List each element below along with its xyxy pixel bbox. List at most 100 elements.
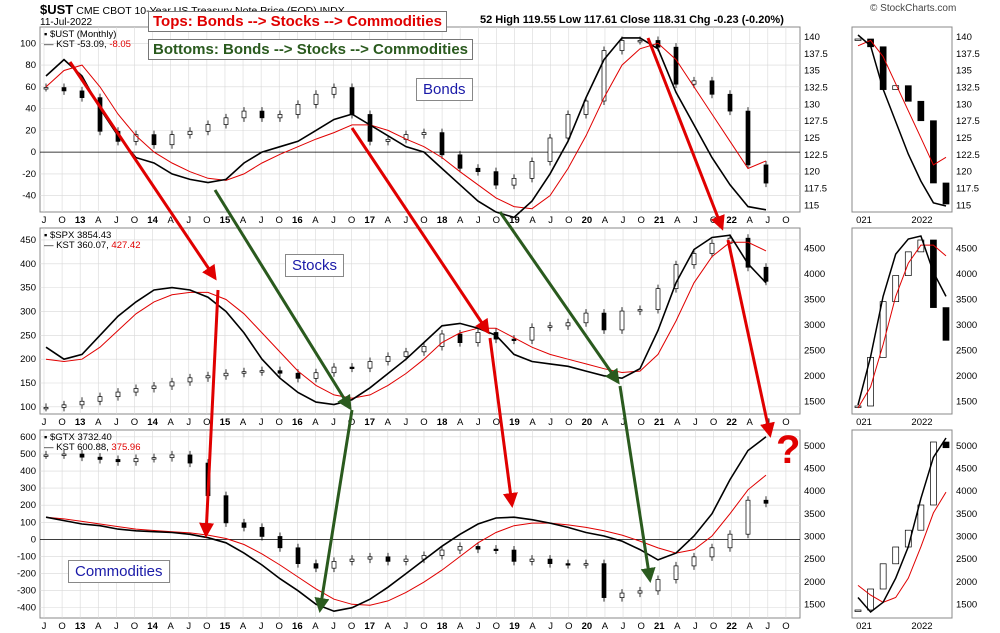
commodities-x-label: 22 — [726, 621, 737, 632]
stocks-side-price-tick: 1500 — [956, 396, 977, 407]
commodities-kst-tick: 100 — [20, 517, 36, 528]
stocks-side-kst-line — [857, 235, 947, 406]
stocks-candle — [43, 407, 49, 410]
commodities-candle — [277, 536, 283, 549]
bonds-x-label: 19 — [509, 215, 520, 226]
bonds-legend-signal: -8.05 — [109, 39, 131, 50]
commodities-candle — [511, 549, 517, 562]
bottoms-arrow — [618, 385, 656, 583]
commodities-x-label: J — [331, 621, 336, 632]
stocks-side-price-tick: 3500 — [956, 294, 977, 305]
stocks-x-label: J — [693, 417, 698, 428]
commodities-candle — [241, 522, 247, 528]
stocks-side-price-tick: 3000 — [956, 320, 977, 331]
commodities-kst-tick: 400 — [20, 466, 36, 477]
bonds-candle — [43, 87, 49, 90]
bonds-candle — [637, 40, 643, 43]
commodities-side-price-tick: 2000 — [956, 577, 977, 588]
commodities-candle — [601, 563, 607, 598]
bonds-side-price-tick: 115 — [956, 200, 971, 211]
stocks-side-x-label: 2022 — [911, 417, 932, 428]
bonds-x-label: J — [765, 215, 770, 226]
stocks-price-tick: 3500 — [804, 294, 825, 305]
stocks-side-signal-line — [857, 244, 947, 409]
commodities-x-label: 21 — [654, 621, 665, 632]
commodities-candle — [691, 556, 697, 567]
bonds-candle — [457, 154, 463, 169]
commodities-x-label: J — [693, 621, 698, 632]
bonds-side-candle — [917, 100, 925, 122]
commodities-candle — [619, 592, 625, 598]
commodities-price-tick: 4500 — [804, 464, 825, 475]
commodities-side-candle — [854, 609, 862, 612]
bonds-legend: ▪ $UST (Monthly) — KST -53.09, -8.05 — [44, 29, 131, 50]
stocks-x-label: O — [565, 417, 572, 428]
commodities-candle — [295, 547, 301, 564]
commodities-price-tick: 1500 — [804, 599, 825, 610]
commodities-candle — [169, 454, 175, 458]
commodities-candle — [493, 548, 499, 551]
commodities-candle — [97, 456, 103, 460]
bonds-x-label: O — [565, 215, 572, 226]
commodities-x-label: 16 — [292, 621, 303, 632]
bonds-side-price-tick: 122.5 — [956, 150, 980, 161]
bonds-x-label: J — [621, 215, 626, 226]
stocks-x-label: J — [186, 417, 191, 428]
stocks-x-label: 22 — [726, 417, 737, 428]
stocks-candle — [61, 404, 67, 408]
stocks-x-label: 20 — [582, 417, 593, 428]
bonds-candle — [673, 46, 679, 85]
bonds-price-tick: 132.5 — [804, 83, 828, 94]
commodities-side-price-tick: 5000 — [956, 441, 977, 452]
bonds-candle — [529, 161, 535, 179]
stocks-side-price-tick: 2000 — [956, 371, 977, 382]
stocks-candle — [187, 377, 193, 383]
commodities-side-price-tick: 1500 — [956, 599, 977, 610]
commodities-candle — [457, 546, 463, 551]
commodities-candle — [565, 563, 571, 566]
stockcharts-watermark[interactable]: © StockCharts.com — [870, 3, 957, 14]
bonds-kst-line — [45, 37, 767, 219]
stocks-x-label: 18 — [437, 417, 448, 428]
bonds-x-label: A — [457, 215, 464, 226]
bonds-side-kst-line — [857, 34, 947, 207]
stocks-x-label: A — [747, 417, 754, 428]
stocks-price-tick: 2000 — [804, 371, 825, 382]
bonds-price-tick: 122.5 — [804, 150, 828, 161]
stocks-candle — [331, 366, 337, 374]
bonds-x-label: A — [602, 215, 609, 226]
commodities-candle — [259, 527, 265, 537]
bonds-x-label: J — [331, 215, 336, 226]
stocks-x-label: O — [493, 417, 500, 428]
commodities-x-label: A — [95, 621, 102, 632]
bonds-candle — [277, 114, 283, 119]
stocks-x-label: 17 — [364, 417, 375, 428]
commodities-candle — [79, 453, 85, 458]
commodities-price-tick: 2500 — [804, 554, 825, 565]
stocks-legend-signal: 427.42 — [111, 240, 141, 251]
symbol: $UST — [40, 2, 74, 17]
stocks-x-label: J — [548, 417, 553, 428]
stocks-price-tick: 4500 — [804, 243, 825, 254]
stocks-price-tick: 2500 — [804, 345, 825, 356]
commodities-kst-tick: -200 — [17, 569, 36, 580]
bonds-side-price-tick: 120 — [956, 167, 972, 178]
bottoms-arrow — [213, 189, 352, 411]
bonds-side-candle — [892, 85, 900, 90]
bottoms-arrow — [314, 409, 354, 613]
stocks-price-tick: 4000 — [804, 269, 825, 280]
bonds-x-label: 15 — [220, 215, 231, 226]
bonds-candle — [223, 117, 229, 125]
bonds-kst-signal-line — [45, 42, 767, 210]
bonds-candle — [313, 93, 319, 105]
commodities-price-tick: 4000 — [804, 486, 825, 497]
commodities-candle — [151, 457, 157, 460]
stocks-legend: ▪ $SPX 3854.43 — KST 360.07, 427.42 — [44, 230, 141, 251]
stocks-candle — [421, 346, 427, 353]
bonds-price-tick: 115 — [804, 200, 819, 211]
commodities-candle — [439, 549, 445, 556]
commodities-side-price-tick: 3000 — [956, 531, 977, 542]
bonds-candle — [241, 110, 247, 119]
chart-date: 11-Jul-2022 — [40, 17, 93, 28]
stocks-price-tick: 1500 — [804, 396, 825, 407]
